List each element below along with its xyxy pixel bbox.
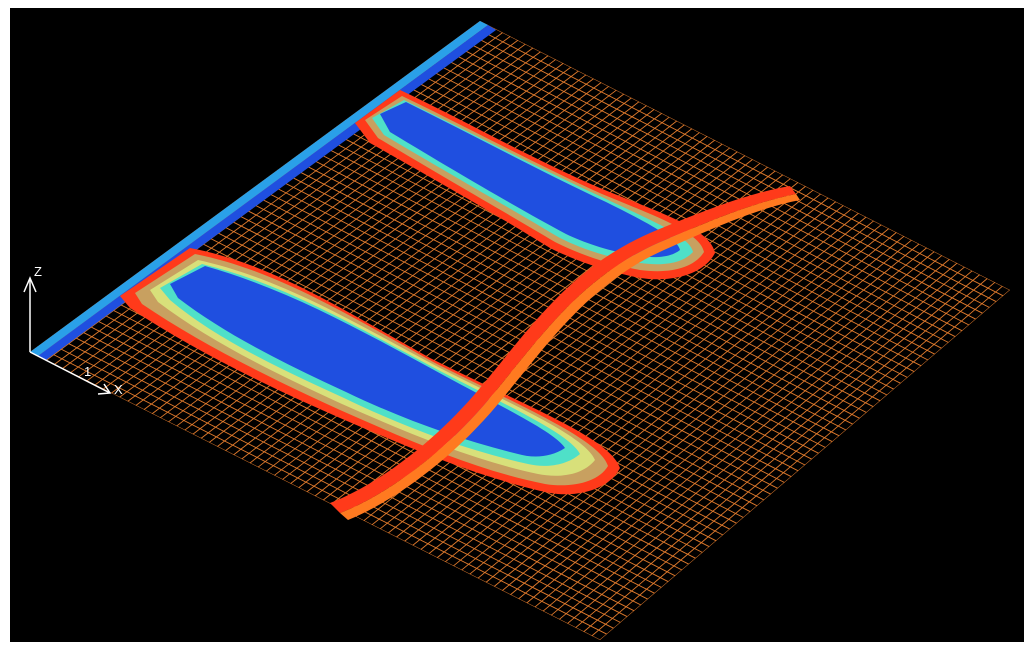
z-axis-label: Z: [34, 264, 42, 279]
x-axis-label: X: [114, 382, 123, 397]
upper-jet-plume: [355, 90, 715, 280]
axis-triad: Z X 1: [23, 264, 123, 397]
origin-label: 1: [84, 364, 91, 379]
cfd-render: Z X 1: [23, 21, 1010, 640]
wake-front: [330, 186, 800, 520]
viewport: Z X 1: [10, 8, 1024, 642]
